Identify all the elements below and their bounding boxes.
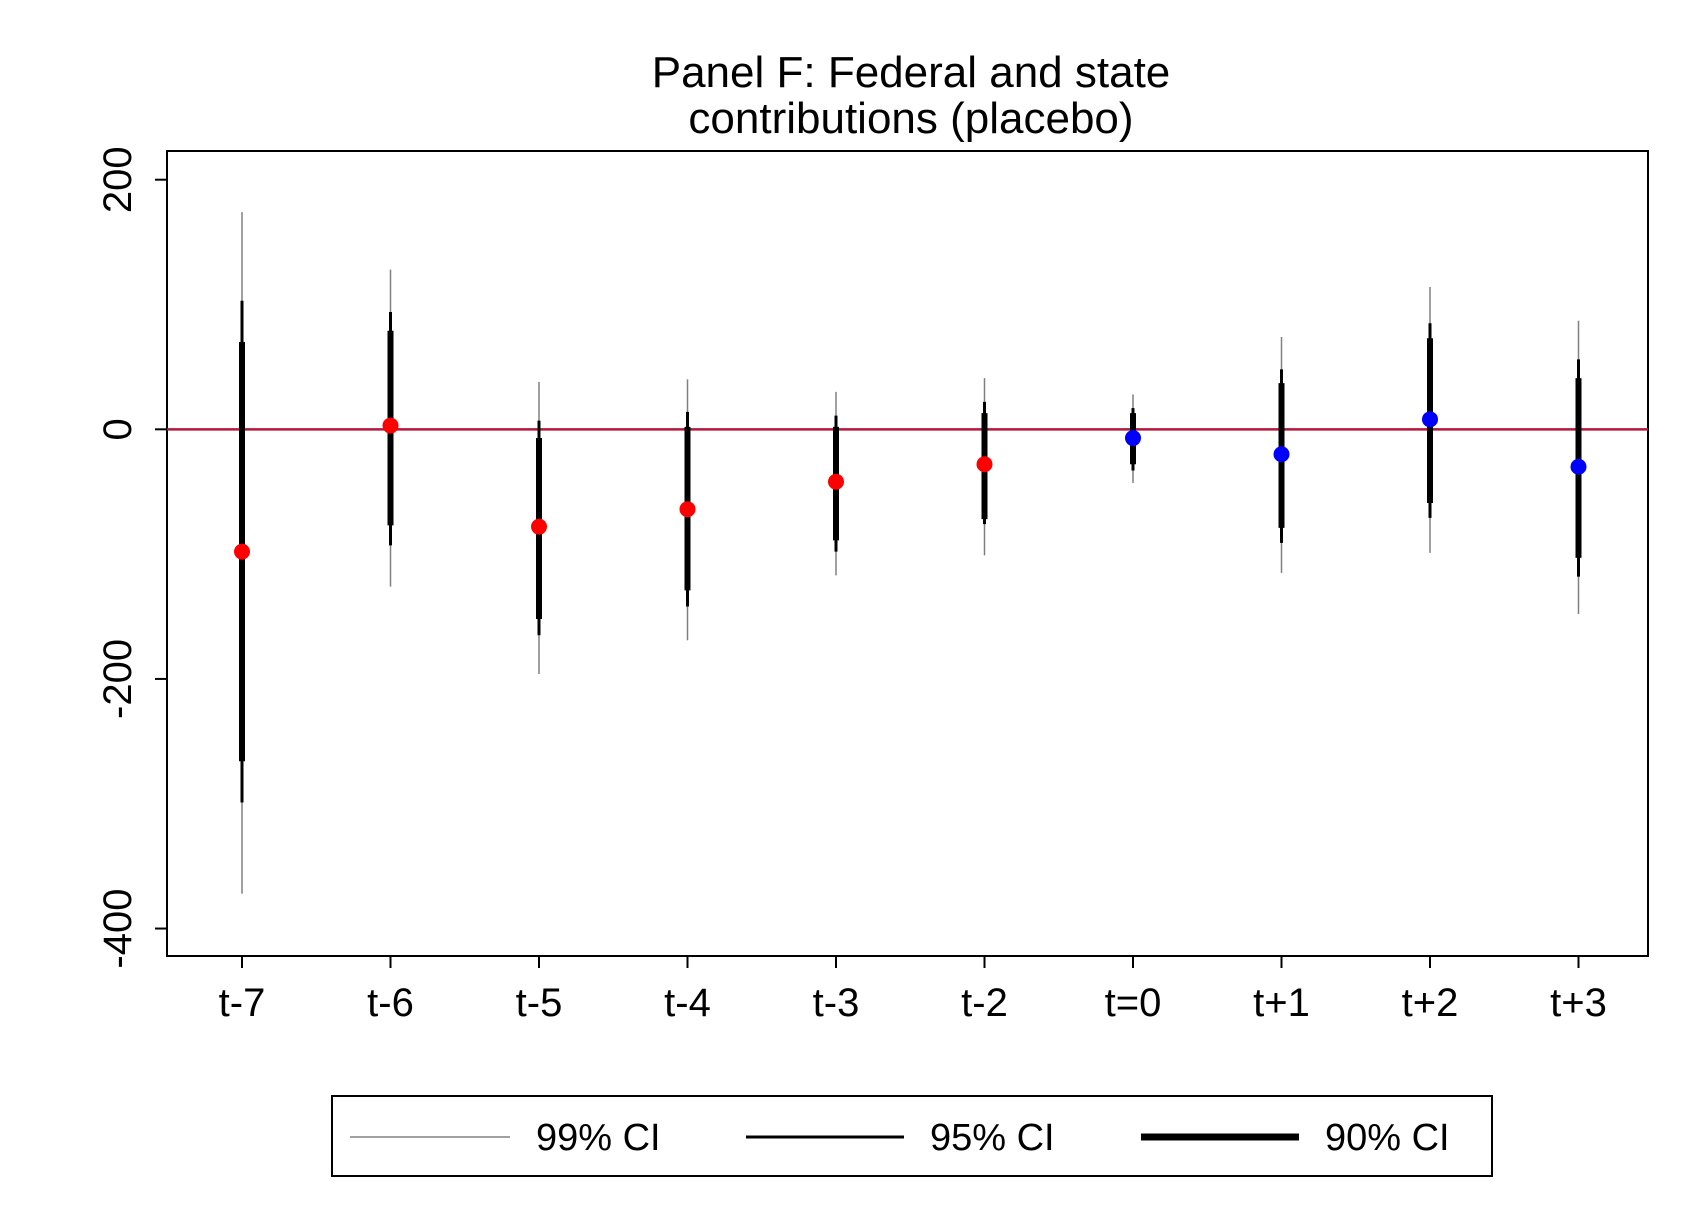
chart-title-line-1: Panel F: Federal and state <box>652 48 1171 97</box>
plot-frame <box>166 150 1649 957</box>
point-estimate <box>382 417 399 434</box>
y-tick-label: 200 <box>96 146 140 213</box>
point-estimate <box>679 501 696 518</box>
x-tick-label: t+2 <box>1402 981 1459 1025</box>
point-estimate <box>531 518 547 535</box>
point-estimate <box>1570 458 1587 475</box>
legend-label: 90% CI <box>1325 1117 1450 1159</box>
y-tick-label: -200 <box>96 639 140 719</box>
legend-label: 95% CI <box>930 1117 1055 1159</box>
x-tick-label: t=0 <box>1105 981 1162 1025</box>
y-tick-label: 0 <box>96 418 140 440</box>
point-estimate <box>234 543 250 560</box>
x-tick-label: t-7 <box>219 981 266 1025</box>
x-tick-label: t-4 <box>664 981 711 1025</box>
x-tick-label: t-3 <box>813 981 860 1025</box>
y-tick-label: -400 <box>96 889 140 969</box>
point-estimate <box>828 473 844 490</box>
x-tick-label: t+1 <box>1253 981 1310 1025</box>
x-tick-label: t-6 <box>367 981 414 1025</box>
plot-area: 200 0 -200 -400 t-7 t-6 t-5 t-4 t-3 t-2 t=0 t+1 t+2 t… <box>96 146 1649 1025</box>
chart-title-line-2: contributions (placebo) <box>688 94 1133 143</box>
point-estimate <box>1422 411 1438 428</box>
point-estimate <box>1125 430 1141 447</box>
point-estimate <box>976 456 993 473</box>
legend: 99% CI 95% CI 90% CI <box>331 1095 1493 1177</box>
x-tick-label: t-2 <box>961 981 1008 1025</box>
x-tick-label: t+3 <box>1550 981 1607 1025</box>
point-estimate <box>1273 446 1290 463</box>
legend-box <box>331 1095 1493 1177</box>
legend-label: 99% CI <box>536 1117 661 1159</box>
x-tick-label: t-5 <box>516 981 563 1025</box>
